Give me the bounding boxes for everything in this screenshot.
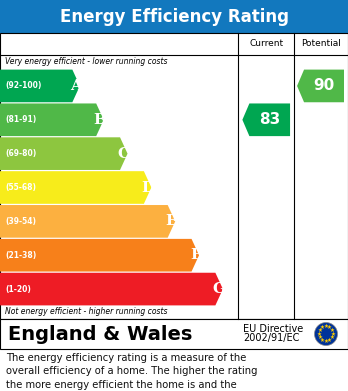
Text: ★: ★ [330,335,335,340]
Text: Energy Efficiency Rating: Energy Efficiency Rating [60,7,288,25]
Text: The energy efficiency rating is a measure of the: The energy efficiency rating is a measur… [6,353,246,363]
Circle shape [315,323,338,346]
Text: ★: ★ [324,325,329,329]
Text: ★: ★ [324,339,329,344]
Polygon shape [0,70,80,102]
Polygon shape [0,104,104,136]
Text: England & Wales: England & Wales [8,325,192,344]
Text: ★: ★ [316,332,321,337]
Text: Current: Current [249,39,283,48]
Polygon shape [0,273,223,305]
Text: overall efficiency of a home. The higher the rating: overall efficiency of a home. The higher… [6,366,258,377]
Text: 90: 90 [314,79,335,93]
Text: 2002/91/EC: 2002/91/EC [243,334,300,344]
Text: (39-54): (39-54) [5,217,36,226]
Text: Very energy efficient - lower running costs: Very energy efficient - lower running co… [5,57,167,66]
Text: (1-20): (1-20) [5,285,31,294]
Polygon shape [242,104,290,136]
Text: A: A [70,79,82,93]
Text: ★: ★ [317,335,322,340]
Text: F: F [190,248,201,262]
Text: ★: ★ [320,338,325,343]
Bar [0,33,348,319]
Text: B: B [94,113,106,127]
Text: Potential: Potential [301,39,341,48]
Text: (81-91): (81-91) [5,115,36,124]
Text: (69-80): (69-80) [5,149,36,158]
Polygon shape [0,205,175,238]
Text: G: G [213,282,226,296]
Text: C: C [118,147,130,161]
Text: (55-68): (55-68) [5,183,36,192]
Text: ★: ★ [327,325,332,330]
Text: D: D [141,181,154,194]
Text: E: E [166,214,177,228]
Text: ★: ★ [327,338,332,343]
Text: ★: ★ [317,328,322,333]
Text: (92-100): (92-100) [5,81,41,90]
Polygon shape [0,171,151,204]
Bar [0,319,348,349]
Polygon shape [0,137,127,170]
Polygon shape [0,239,199,271]
Text: the more energy efficient the home is and the: the more energy efficient the home is an… [6,380,237,390]
Text: 83: 83 [259,112,280,127]
Text: ★: ★ [320,325,325,330]
Text: ★: ★ [331,332,335,337]
Bar [0,0,348,33]
Text: (21-38): (21-38) [5,251,36,260]
Text: EU Directive: EU Directive [243,325,303,334]
Text: ★: ★ [330,328,335,333]
Polygon shape [297,70,344,102]
Text: Not energy efficient - higher running costs: Not energy efficient - higher running co… [5,307,167,316]
